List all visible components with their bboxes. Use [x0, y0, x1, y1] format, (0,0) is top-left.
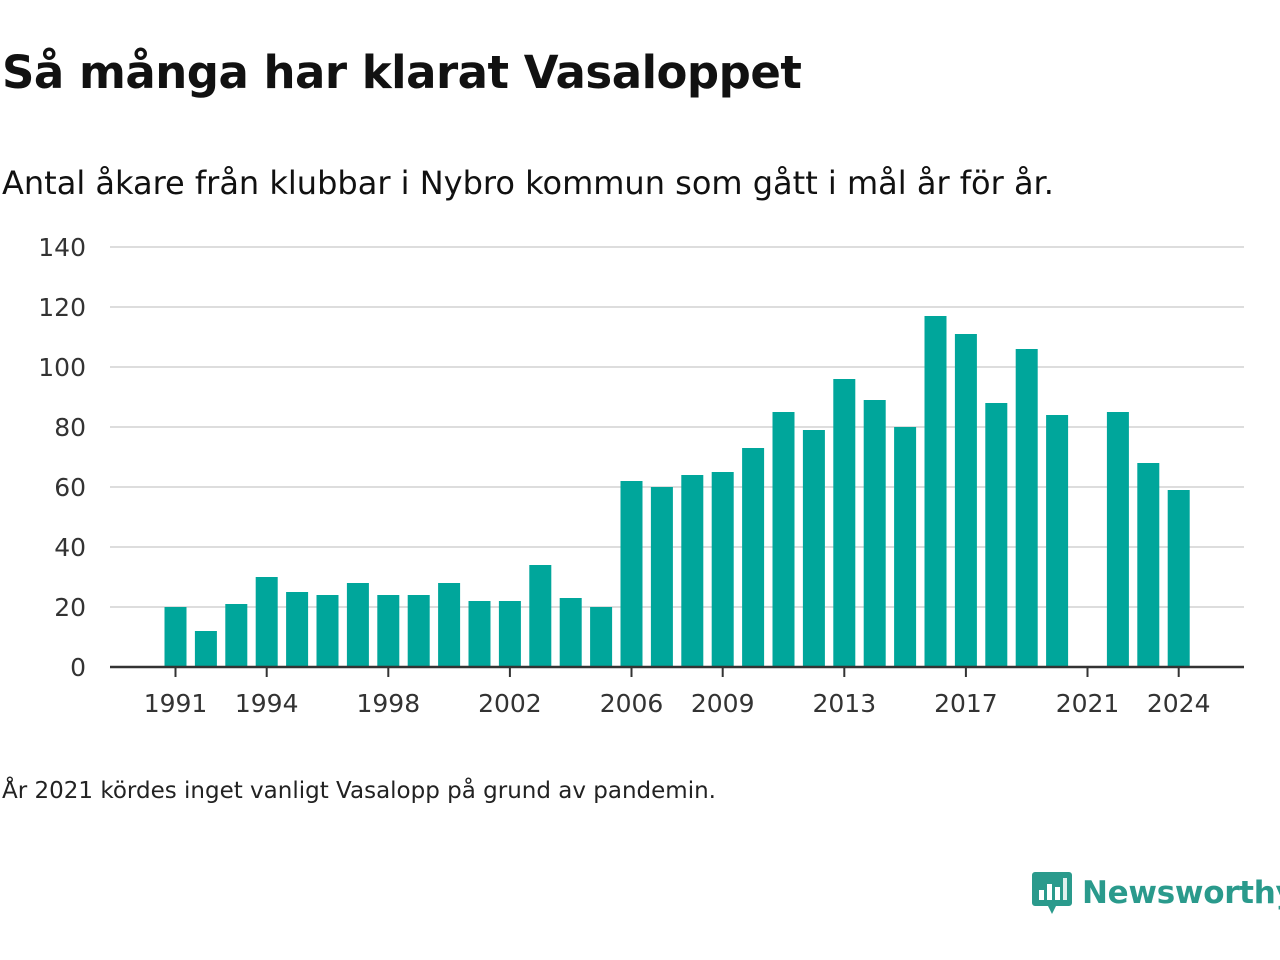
bar-2023 [1137, 463, 1160, 667]
bar-1997 [346, 583, 369, 667]
y-tick-label: 60 [54, 473, 86, 502]
x-tick-label: 2021 [1056, 689, 1120, 718]
bar-2016 [924, 316, 947, 667]
y-tick-label: 120 [38, 293, 86, 322]
bar-1995 [286, 592, 309, 667]
bar-2003 [529, 565, 552, 667]
bar-2009 [711, 472, 734, 667]
bar-2024 [1167, 490, 1190, 667]
brand-name: Newsworthy [1082, 875, 1280, 911]
x-tick-label: 2006 [600, 689, 664, 718]
bar-1991 [164, 607, 187, 667]
bar-1999 [407, 595, 430, 667]
bar-2017 [954, 334, 977, 667]
bar-1994 [255, 577, 278, 667]
bar-2013 [833, 379, 856, 667]
x-tick-label: 2017 [934, 689, 998, 718]
bar-1998 [377, 595, 400, 667]
bar-2004 [559, 598, 582, 667]
x-tick-label: 2013 [812, 689, 876, 718]
bar-2011 [772, 412, 795, 667]
y-tick-label: 20 [54, 593, 86, 622]
bar-2010 [742, 448, 765, 667]
x-tick-label: 2024 [1147, 689, 1211, 718]
bar-2022 [1106, 412, 1129, 667]
footnote: År 2021 kördes inget vanligt Vasalopp på… [2, 778, 716, 804]
bar-2006 [620, 481, 643, 667]
y-tick-label: 100 [38, 353, 86, 382]
bar-2002 [498, 601, 521, 667]
bar-1996 [316, 595, 339, 667]
x-tick-label: 2009 [691, 689, 755, 718]
bar-2015 [894, 427, 917, 667]
bar-2008 [681, 475, 704, 667]
x-tick-label: 1998 [356, 689, 420, 718]
y-tick-label: 40 [54, 533, 86, 562]
x-tick-label: 1991 [144, 689, 208, 718]
bar-1993 [225, 604, 248, 667]
bar-1992 [194, 631, 217, 667]
y-tick-label: 80 [54, 413, 86, 442]
chart-title: Så många har klarat Vasaloppet [2, 46, 802, 99]
bar-2001 [468, 601, 491, 667]
bar-2005 [590, 607, 613, 667]
newsworthy-logo-icon [1032, 872, 1072, 914]
x-tick-label: 2002 [478, 689, 542, 718]
bar-2020 [1046, 415, 1069, 667]
brand-logo: Newsworthy [1032, 868, 1280, 918]
bar-chart: 0 20 40 60 80 100 120 140 1991 1994 1998 2002 2006 20… [38, 233, 1244, 718]
chart-subtitle: Antal åkare från klubbar i Nybro kommun … [2, 164, 1054, 202]
bar-2018 [985, 403, 1008, 667]
bar-2019 [1015, 349, 1038, 667]
y-tick-label: 140 [38, 233, 86, 262]
bar-2000 [438, 583, 461, 667]
bar-2012 [802, 430, 825, 667]
bar-2014 [863, 400, 886, 667]
x-tick-label: 1994 [235, 689, 299, 718]
y-tick-label: 0 [70, 653, 86, 682]
bar-2007 [650, 487, 673, 667]
